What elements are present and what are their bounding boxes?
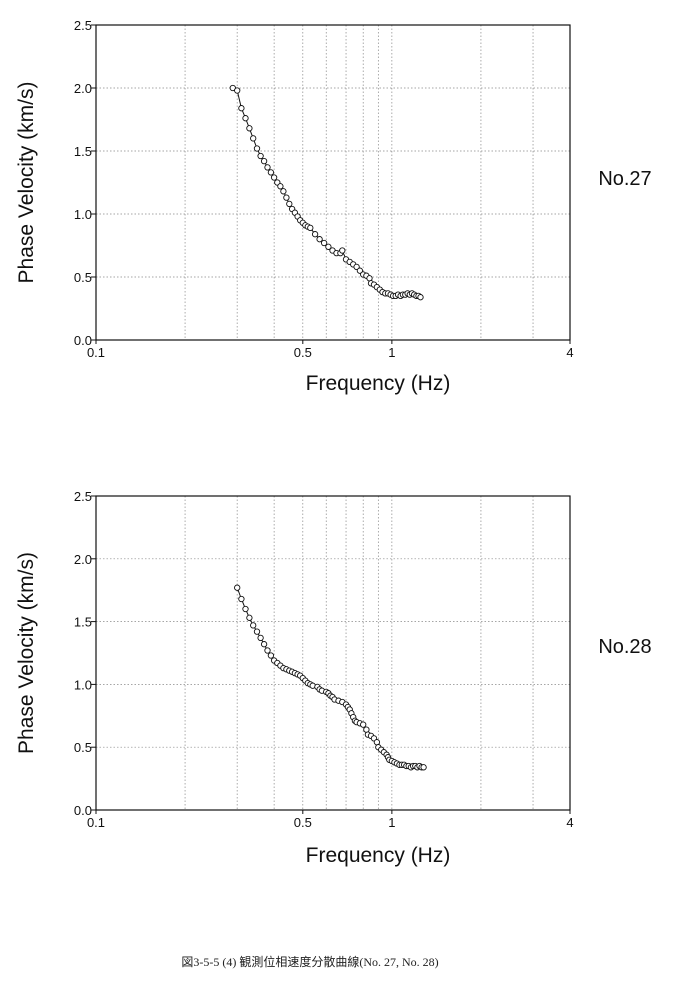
x-tick-label: 0.1 <box>87 345 105 360</box>
data-point <box>264 164 271 171</box>
figure-caption: 図3-5-5 (4) 観測位相速度分散曲線(No. 27, No. 28) <box>181 954 438 969</box>
dispersion-curve-line <box>236 587 424 768</box>
dispersion-curve-line <box>232 87 421 298</box>
x-axis-title: Frequency (Hz) <box>306 372 451 395</box>
data-point <box>417 294 424 301</box>
data-point <box>280 188 287 195</box>
data-point <box>238 105 245 112</box>
data-point <box>260 157 268 165</box>
y-tick-label: 2.5 <box>74 18 92 33</box>
y-tick-label: 0.0 <box>74 803 92 818</box>
data-point <box>238 595 245 603</box>
plot-frame <box>95 24 571 341</box>
grid <box>96 25 570 340</box>
y-tick-label: 1.5 <box>74 144 92 159</box>
data-point <box>257 634 264 642</box>
data-point <box>316 236 323 243</box>
dispersion-chart-no27: 0.0 0.5 1.0 1.5 2.0 2.5 0.1 0.5 1 4 Frequency (Hz)… <box>15 18 652 395</box>
data-point <box>242 115 249 122</box>
y-tick-label: 1.0 <box>74 207 92 222</box>
data-point <box>311 231 319 238</box>
data-point <box>246 125 253 132</box>
x-tick-label: 1 <box>388 815 395 830</box>
station-label: No.27 <box>598 168 651 190</box>
data-point <box>253 145 261 152</box>
data-point <box>307 224 314 232</box>
x-tick-label: 4 <box>566 345 573 360</box>
x-axis-title: Frequency (Hz) <box>306 844 451 867</box>
x-tick-label: 1 <box>388 345 395 360</box>
data-point <box>339 247 346 254</box>
x-tick-label: 4 <box>566 815 573 830</box>
data-point <box>286 200 293 208</box>
data-point <box>325 243 332 250</box>
x-tick-label: 0.5 <box>294 345 312 360</box>
data-point <box>260 641 268 648</box>
data-point <box>420 764 427 771</box>
x-tick-label: 0.5 <box>294 815 312 830</box>
data-point <box>360 721 367 728</box>
data-point <box>253 628 261 635</box>
data-point <box>250 135 257 142</box>
grid <box>96 496 570 810</box>
data-point <box>242 605 249 613</box>
y-tick-label: 0.5 <box>74 740 92 755</box>
y-tick-label: 2.5 <box>74 489 92 504</box>
data-points <box>229 84 424 301</box>
data-point <box>320 239 328 247</box>
y-tick-label: 1.5 <box>74 615 92 630</box>
data-point <box>267 652 275 659</box>
data-point <box>234 87 241 94</box>
plot-frame <box>95 495 571 811</box>
data-point <box>267 169 275 176</box>
y-tick-label: 2.0 <box>74 552 92 567</box>
y-tick-label: 1.0 <box>74 677 92 692</box>
data-point <box>250 622 257 629</box>
data-point <box>283 194 290 201</box>
x-tick-label: 0.1 <box>87 815 105 830</box>
data-point <box>246 614 253 621</box>
y-tick-label: 2.0 <box>74 81 92 96</box>
station-label: No.28 <box>598 636 651 658</box>
dispersion-chart-no28: 0.0 0.5 1.0 1.5 2.0 2.5 0.1 0.5 1 4 Frequency (Hz)… <box>15 489 652 867</box>
data-points <box>234 584 427 771</box>
data-point <box>277 183 284 190</box>
data-point <box>264 647 271 654</box>
y-axis-title: Phase Velocity (km/s) <box>15 552 38 754</box>
data-point <box>270 174 278 181</box>
y-tick-label: 0.0 <box>74 333 92 348</box>
y-axis-title: Phase Velocity (km/s) <box>15 82 38 284</box>
data-point <box>257 152 264 160</box>
y-tick-label: 0.5 <box>74 270 92 285</box>
data-point <box>234 584 241 591</box>
